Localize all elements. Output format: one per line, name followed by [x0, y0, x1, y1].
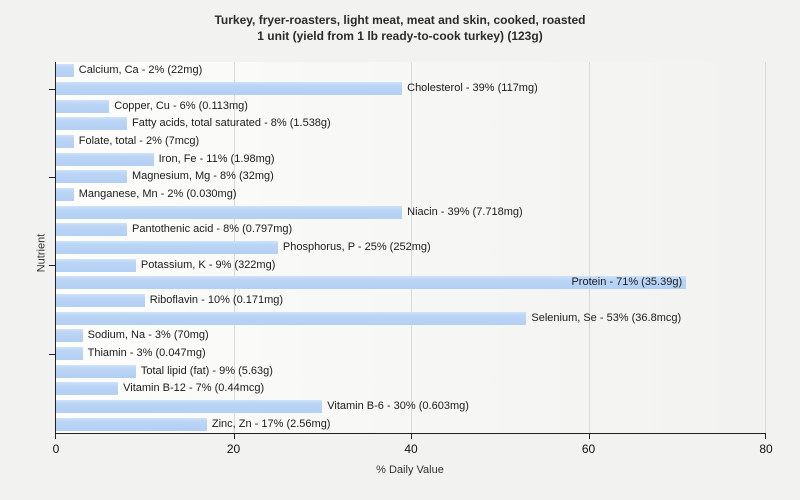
y-axis-tick [49, 176, 55, 178]
bar-protein [56, 276, 687, 290]
bar-selenium-se [56, 311, 527, 325]
bar-pantothenic-acid [56, 223, 127, 237]
bar-label: Manganese, Mn - 2% (0.030mg) [78, 187, 237, 200]
bar-calcium-ca [56, 64, 74, 78]
bar-label: Calcium, Ca - 2% (22mg) [78, 64, 203, 77]
plot-area: Calcium, Ca - 2% (22mg) Cholesterol - 39%… [49, 62, 773, 456]
y-axis-title: Nutrient [35, 233, 48, 273]
x-axis-title: % Daily Value [376, 464, 444, 476]
bar-row: Vitamin B-12 - 7% (0.44mcg) [56, 380, 766, 398]
x-axis-tick [765, 434, 766, 439]
x-axis-tick-label: 40 [404, 442, 418, 456]
bar-label: Sodium, Na - 3% (70mg) [87, 329, 209, 342]
bar-row: Magnesium, Mg - 8% (32mg) [56, 168, 766, 186]
bar-manganese-mn [56, 187, 74, 201]
bar-label: Copper, Cu - 6% (0.113mg) [114, 99, 248, 112]
bar-label: Potassium, K - 9% (322mg) [140, 258, 276, 271]
y-axis-tick [49, 265, 55, 267]
x-axis-tick-label: 20 [226, 442, 241, 456]
gridline-x40 [411, 62, 412, 433]
x-axis-tick [55, 434, 56, 439]
bar-row: Niacin - 39% (7.718mg) [56, 203, 766, 221]
bar-row: Protein - 71% (35.39g) [56, 274, 766, 292]
bar-label: Magnesium, Mg - 8% (32mg) [132, 170, 274, 183]
bar-folate-total [56, 134, 74, 148]
bar-row: Vitamin B-6 - 30% (0.603mg) [56, 398, 766, 416]
bar-row: Pantothenic acid - 8% (0.797mg) [56, 221, 766, 239]
bar-vitamin-b-12 [56, 382, 119, 396]
bar-label: Zinc, Zn - 17% (2.56mg) [211, 417, 331, 430]
chart-title-line2: 1 unit (yield from 1 lb ready-to-cook tu… [257, 29, 543, 43]
x-axis-tick [588, 434, 590, 439]
chart-title: Turkey, fryer-roasters, light meat, meat… [0, 12, 800, 44]
bar-label: Phosphorus, P - 25% (252mg) [282, 240, 431, 253]
x-axis-tick-label: 60 [581, 442, 596, 456]
gridline-x80 [765, 62, 766, 433]
bar-label: Total lipid (fat) - 9% (5.63g) [140, 364, 273, 377]
bar-iron-fe [56, 152, 154, 166]
bar-row: Cholesterol - 39% (117mg) [56, 80, 766, 98]
bar-row: Manganese, Mn - 2% (0.030mg) [56, 186, 766, 204]
bar-row: Potassium, K - 9% (322mg) [56, 256, 766, 274]
bar-row: Total lipid (fat) - 9% (5.63g) [56, 362, 766, 380]
bar-label: Selenium, Se - 53% (36.8mcg) [531, 311, 682, 324]
bar-row: Copper, Cu - 6% (0.113mg) [56, 97, 766, 115]
x-axis-tick [411, 434, 412, 439]
bar-row: Phosphorus, P - 25% (252mg) [56, 239, 766, 257]
bar-label: Iron, Fe - 11% (1.98mg) [158, 152, 275, 165]
bar-row: Sodium, Na - 3% (70mg) [56, 327, 766, 345]
bar-fatty-acids-total-saturated [56, 117, 127, 131]
y-axis-tick [49, 353, 55, 355]
bar-label: Cholesterol - 39% (117mg) [407, 81, 538, 94]
bar-vitamin-b-6 [56, 399, 323, 413]
y-axis-tick [49, 88, 55, 90]
bar-row: Thiamin - 3% (0.047mg) [56, 345, 766, 363]
bar-label: Fatty acids, total saturated - 8% (1.538… [132, 117, 331, 130]
bar-row: Folate, total - 2% (7mcg) [56, 133, 766, 151]
bar-copper-cu [56, 99, 110, 113]
bar-row: Iron, Fe - 11% (1.98mg) [56, 150, 766, 168]
x-axis-tick-label: 80 [759, 442, 773, 456]
bar-row: Riboflavin - 10% (0.171mg) [56, 292, 766, 310]
chart-title-line1: Turkey, fryer-roasters, light meat, meat… [214, 13, 586, 27]
bar-zinc-zn [56, 417, 207, 431]
bar-row: Selenium, Se - 53% (36.8mcg) [56, 309, 766, 327]
bar-label: Niacin - 39% (7.718mg) [407, 205, 523, 218]
bar-thiamin [56, 346, 83, 360]
bar-label: Folate, total - 2% (7mcg) [78, 134, 200, 147]
bar-label: Protein - 71% (35.39g) [571, 276, 683, 289]
bar-total-lipid-fat [56, 364, 136, 378]
x-axis-tick [233, 434, 235, 439]
bar-sodium-na [56, 329, 83, 343]
bar-label: Riboflavin - 10% (0.171mg) [149, 293, 284, 306]
bar-label: Pantothenic acid - 8% (0.797mg) [132, 223, 293, 236]
bar-riboflavin [56, 293, 145, 307]
bar-label: Vitamin B-12 - 7% (0.44mcg) [123, 382, 265, 395]
bar-label: Thiamin - 3% (0.047mg) [87, 346, 206, 359]
bar-row: Zinc, Zn - 17% (2.56mg) [56, 415, 766, 433]
bar-phosphorus-p [56, 240, 278, 254]
x-axis-tick-label: 0 [52, 442, 60, 456]
bar-niacin [56, 205, 403, 219]
bar-row: Calcium, Ca - 2% (22mg) [56, 62, 766, 80]
bar-cholesterol [56, 81, 403, 95]
bar-magnesium-mg [56, 170, 127, 184]
bar-label: Vitamin B-6 - 30% (0.603mg) [327, 399, 469, 412]
bar-row: Fatty acids, total saturated - 8% (1.538… [56, 115, 766, 133]
gridline-x60 [588, 62, 590, 433]
bar-potassium-k [56, 258, 136, 272]
